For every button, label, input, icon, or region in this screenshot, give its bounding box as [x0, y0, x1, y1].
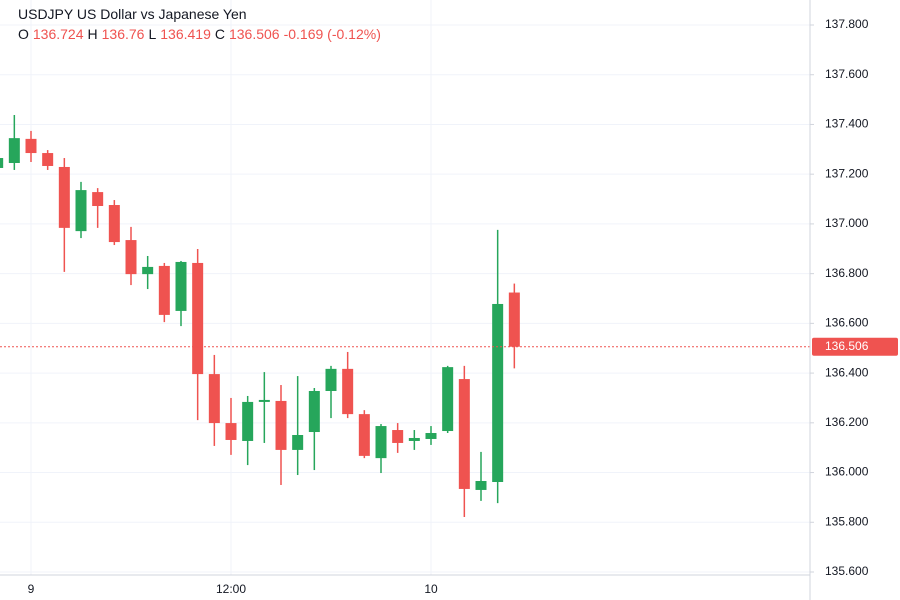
y-tick-label: 137.000 [825, 216, 869, 230]
candle-body [275, 400, 287, 450]
ohlc-row: O 136.724 H 136.76 L 136.419 C 136.506 -0.169 (-… [18, 24, 385, 44]
candle-body [425, 433, 437, 439]
candle-body [342, 368, 354, 415]
axes: 135.600 135.800 136.000 136.200 136.400 136.6… [28, 17, 898, 596]
candle-body [475, 480, 487, 490]
y-tick-label: 136.000 [825, 465, 869, 479]
ohlc-value: 136.506 [228, 26, 280, 42]
candle-body [325, 368, 337, 391]
candle-body [258, 399, 270, 402]
candle-body [292, 435, 304, 450]
x-tick-label: 12:00 [216, 582, 246, 596]
symbol-title: USDJPY US Dollar vs Japanese Yen [18, 6, 247, 22]
y-tick-label: 135.600 [825, 564, 869, 578]
y-tick-label: 136.200 [825, 415, 869, 429]
candle-body [42, 153, 54, 166]
candle-body [208, 374, 220, 424]
candle-body [75, 190, 87, 232]
candle-body [0, 158, 4, 168]
candle-body [408, 437, 420, 441]
candle-body [358, 414, 370, 456]
candle-body [242, 401, 254, 441]
ohlc-label: C [214, 26, 225, 42]
y-tick-label: 136.400 [825, 365, 869, 379]
candles [0, 115, 810, 518]
change-value: -0.169 (-0.12%) [283, 26, 381, 42]
candle-body [125, 240, 137, 275]
candle-body [158, 265, 170, 315]
candle-body [58, 166, 70, 228]
y-tick-label: 137.600 [825, 67, 869, 81]
candle-body [192, 262, 204, 375]
y-tick-label: 136.800 [825, 266, 869, 280]
legend-header: USDJPY US Dollar vs Japanese Yen O 136.72… [18, 4, 385, 44]
candle-body [142, 266, 154, 275]
y-tick-label: 137.800 [825, 17, 869, 31]
ohlc-label: L [148, 26, 157, 42]
last-price-box [812, 337, 898, 356]
ohlc-value: 136.724 [32, 26, 84, 42]
y-tick-label: 135.800 [825, 514, 869, 528]
candle-body [225, 423, 237, 440]
candle-body [308, 390, 320, 433]
y-tick-label: 137.400 [825, 117, 869, 131]
candle-body [25, 138, 37, 154]
candle-body [92, 192, 104, 207]
candle-body [108, 205, 120, 243]
candle-body [458, 379, 470, 489]
x-tick-label: 9 [28, 582, 35, 596]
last-price-label: 136.506 [825, 339, 869, 353]
candle-body [175, 261, 187, 311]
y-tick-label: 136.600 [825, 316, 869, 330]
candle-body [375, 426, 387, 459]
ohlc-label: O [18, 26, 29, 42]
grid [0, 0, 810, 575]
ohlc-value: 136.419 [160, 26, 211, 42]
candle-body [492, 303, 504, 482]
ohlc-label: H [87, 26, 98, 42]
x-tick-label: 10 [424, 582, 438, 596]
ohlc-value: 136.76 [101, 26, 145, 42]
candle-body [8, 138, 20, 163]
candle-body [442, 367, 454, 432]
candle-body [508, 292, 520, 347]
candle-body [392, 430, 404, 443]
y-tick-label: 137.200 [825, 166, 869, 180]
